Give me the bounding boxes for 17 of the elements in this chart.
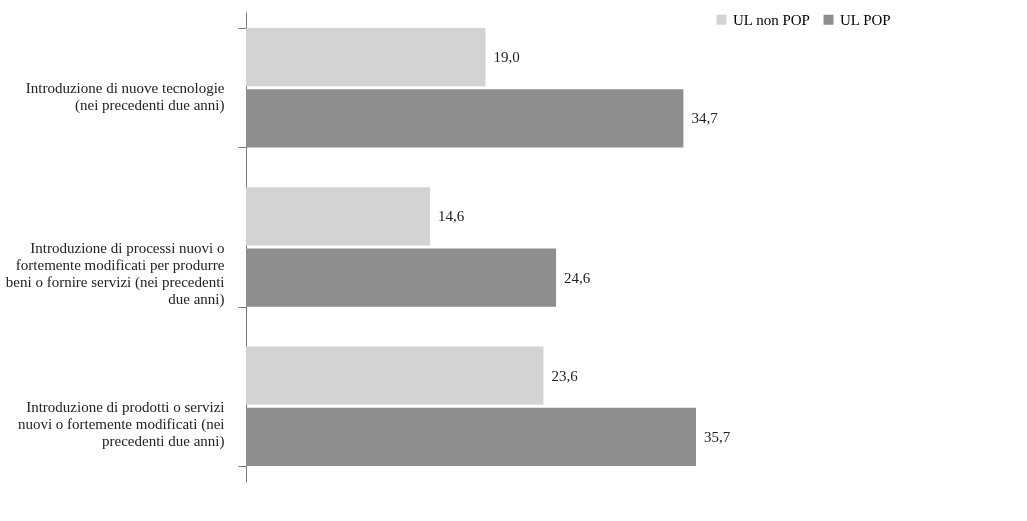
data-label: 23,6 (551, 367, 579, 384)
bar (246, 407, 696, 467)
data-label: 34,7 (691, 110, 719, 127)
data-label: 19,0 (493, 49, 520, 66)
data-label: 24,6 (564, 269, 591, 286)
bar (246, 27, 486, 87)
data-label: 35,7 (704, 428, 731, 445)
bar (246, 187, 431, 246)
y-tick-label: Introduzione di prodotti o servizi nuovi o fortemente modificati (nei precedenti due anni) (17, 398, 225, 450)
bar (246, 248, 557, 307)
legend-label: UL non POP (733, 11, 810, 28)
legend-label: UL POP (840, 11, 891, 28)
y-tick-label: Introduzione di processi nuovi o fortemente modificati per produrre beni o fornire servizi (nei precedenti due anni) (5, 239, 225, 308)
data-label: 14,6 (438, 208, 465, 225)
y-tick-label: Introduzione di nuove tecnologie (nei precedenti due anni) (25, 80, 225, 115)
bar (246, 89, 684, 148)
bar (246, 346, 544, 405)
